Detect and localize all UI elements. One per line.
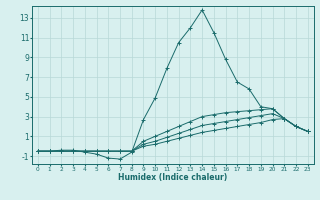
X-axis label: Humidex (Indice chaleur): Humidex (Indice chaleur)	[118, 173, 228, 182]
